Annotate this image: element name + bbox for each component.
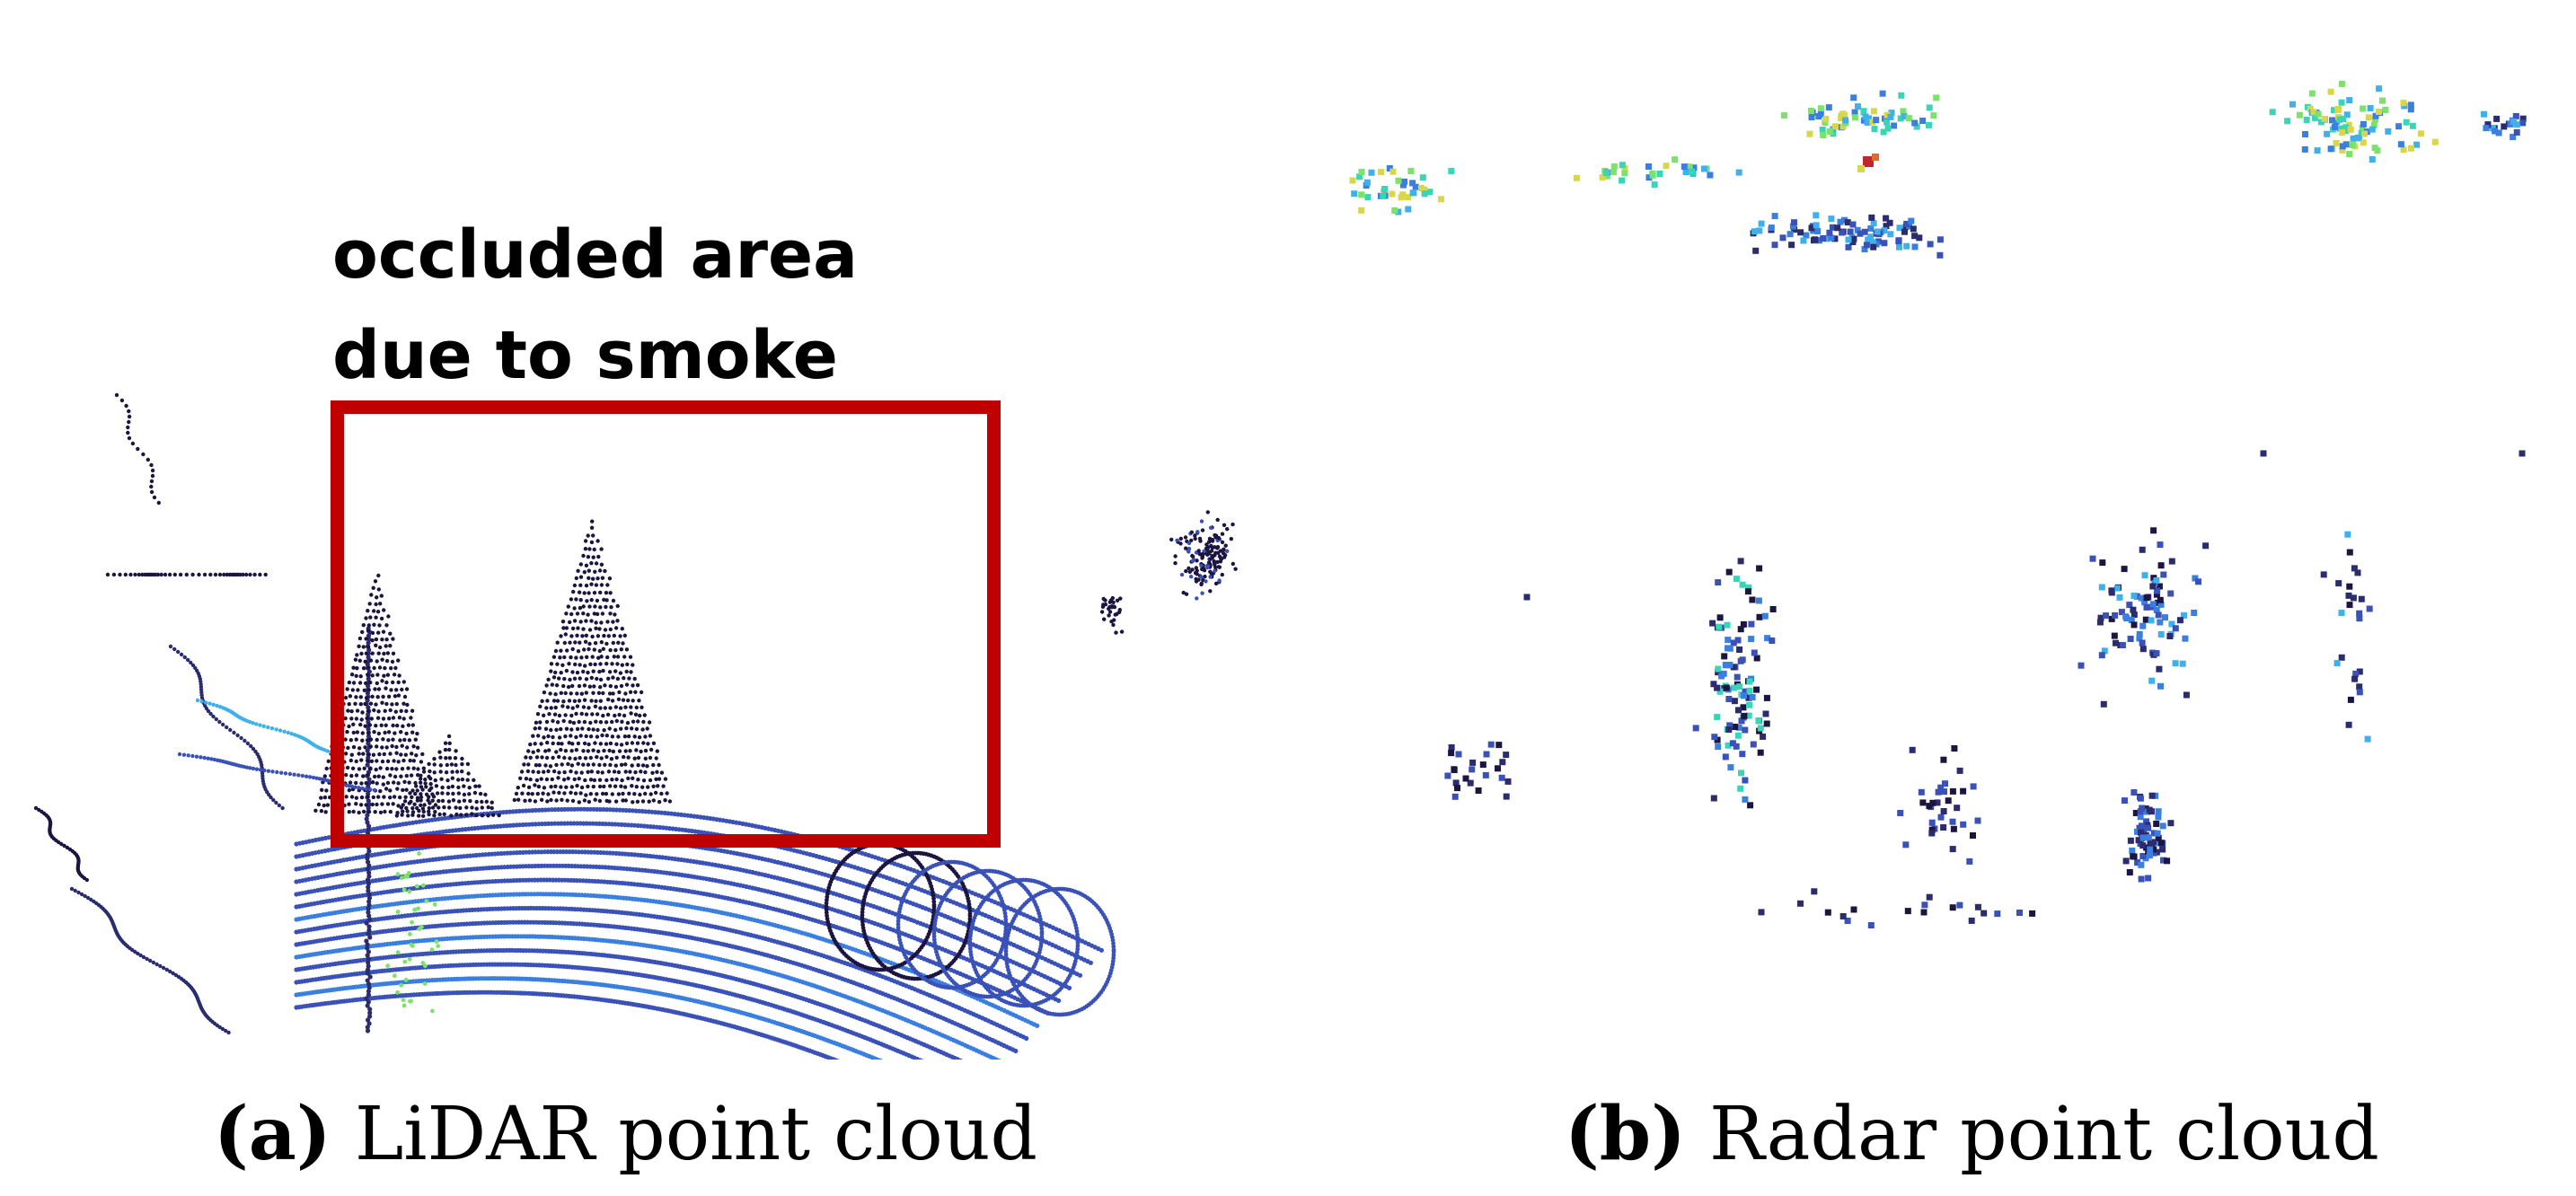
caption-radar-text: Radar point cloud	[1709, 1092, 2379, 1177]
occlusion-annotation: occluded area due to smoke	[332, 205, 858, 406]
caption-lidar-tag: (a)	[214, 1091, 331, 1177]
caption-lidar: (a) LiDAR point cloud	[214, 1085, 1037, 1184]
caption-lidar-text: LiDAR point cloud	[354, 1092, 1037, 1177]
radar-point-cloud	[1349, 80, 2527, 928]
annotation-line-1: occluded area	[332, 216, 859, 294]
caption-radar: (b) Radar point cloud	[1565, 1085, 2379, 1184]
caption-radar-tag: (b)	[1565, 1091, 1686, 1177]
annotation-line-2: due to smoke	[332, 317, 838, 394]
occluded-area-box	[331, 400, 1001, 848]
